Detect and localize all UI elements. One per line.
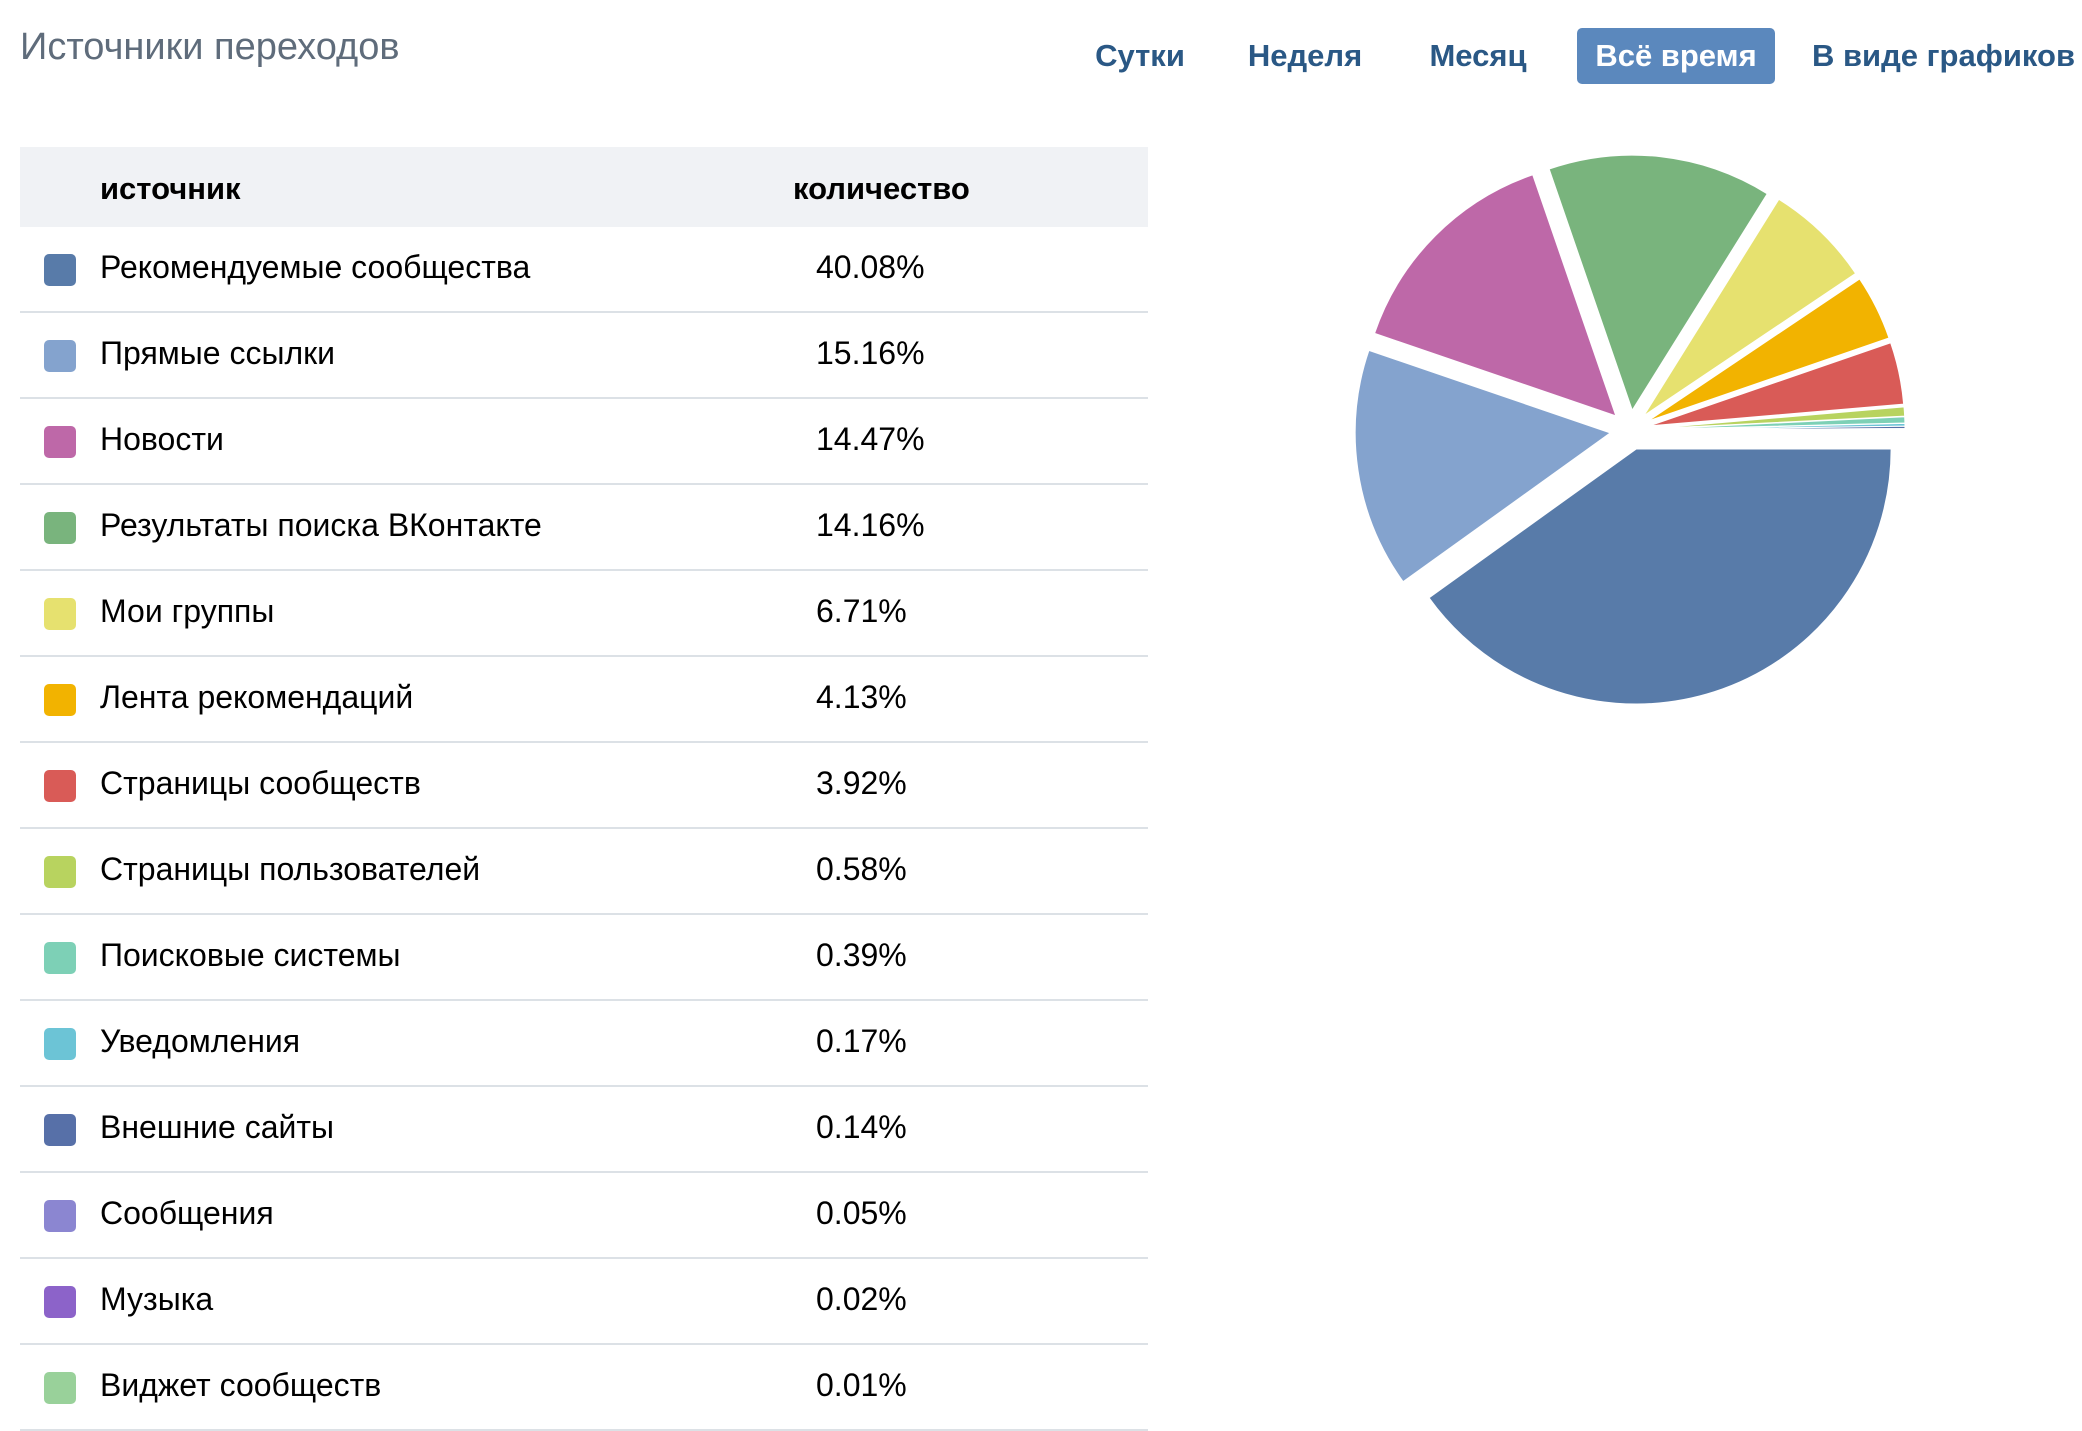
table-row: Уведомления 0.17% (20, 1001, 1148, 1087)
legend-swatch (44, 340, 76, 372)
legend-swatch (44, 684, 76, 716)
table-row: Новости 14.47% (20, 399, 1148, 485)
source-label: Страницы сообществ (100, 765, 421, 802)
source-label: Уведомления (100, 1023, 300, 1060)
source-label: Прямые ссылки (100, 335, 335, 372)
source-label: Мои группы (100, 593, 274, 630)
page-title: Источники переходов (20, 26, 400, 69)
pie-chart (1300, 130, 1950, 780)
legend-swatch (44, 856, 76, 888)
table-row: Поисковые системы 0.39% (20, 915, 1148, 1001)
table-row: Сообщения 0.05% (20, 1173, 1148, 1259)
legend-swatch (44, 1286, 76, 1318)
source-value: 0.17% (816, 1023, 907, 1060)
legend-swatch (44, 1028, 76, 1060)
source-value: 6.71% (816, 593, 907, 630)
source-label: Страницы пользователей (100, 851, 480, 888)
source-label: Новости (100, 421, 224, 458)
tab-week[interactable]: Неделя (1235, 28, 1375, 84)
source-value: 14.16% (816, 507, 925, 544)
sources-table: источник количество Рекомендуемые сообще… (20, 147, 1148, 1431)
table-row: Музыка 0.02% (20, 1259, 1148, 1345)
column-header-source: источник (100, 171, 241, 207)
source-value: 15.16% (816, 335, 925, 372)
legend-swatch (44, 598, 76, 630)
source-label: Поисковые системы (100, 937, 400, 974)
table-row: Страницы сообществ 3.92% (20, 743, 1148, 829)
source-label: Виджет сообществ (100, 1367, 381, 1404)
table-row: Рекомендуемые сообщества 40.08% (20, 227, 1148, 313)
legend-swatch (44, 770, 76, 802)
source-value: 0.01% (816, 1367, 907, 1404)
source-label: Рекомендуемые сообщества (100, 249, 530, 286)
source-label: Лента рекомендаций (100, 679, 413, 716)
legend-swatch (44, 942, 76, 974)
source-value: 0.02% (816, 1281, 907, 1318)
table-row: Прямые ссылки 15.16% (20, 313, 1148, 399)
source-value: 0.39% (816, 937, 907, 974)
column-header-count: количество (793, 171, 970, 207)
legend-swatch (44, 1200, 76, 1232)
table-row: Результаты поиска ВКонтакте 14.16% (20, 485, 1148, 571)
table-row: Внешние сайты 0.14% (20, 1087, 1148, 1173)
table-body: Рекомендуемые сообщества 40.08% Прямые ссы… (20, 227, 1148, 1431)
table-row: Лента рекомендаций 4.13% (20, 657, 1148, 743)
legend-swatch (44, 254, 76, 286)
tab-month[interactable]: Месяц (1408, 28, 1548, 84)
source-value: 0.58% (816, 851, 907, 888)
tab-day[interactable]: Сутки (1075, 28, 1205, 84)
source-value: 3.92% (816, 765, 907, 802)
source-label: Внешние сайты (100, 1109, 334, 1146)
table-header: источник количество (20, 147, 1148, 227)
source-value: 40.08% (816, 249, 925, 286)
tab-as-charts[interactable]: В виде графиков (1812, 28, 2067, 84)
source-label: Сообщения (100, 1195, 274, 1232)
source-value: 0.14% (816, 1109, 907, 1146)
legend-swatch (44, 1372, 76, 1404)
source-value: 4.13% (816, 679, 907, 716)
source-label: Музыка (100, 1281, 213, 1318)
table-row: Мои группы 6.71% (20, 571, 1148, 657)
source-label: Результаты поиска ВКонтакте (100, 507, 542, 544)
table-row: Виджет сообществ 0.01% (20, 1345, 1148, 1431)
legend-swatch (44, 1114, 76, 1146)
tab-all-time[interactable]: Всё время (1577, 28, 1775, 84)
source-value: 0.05% (816, 1195, 907, 1232)
table-row: Страницы пользователей 0.58% (20, 829, 1148, 915)
source-value: 14.47% (816, 421, 925, 458)
legend-swatch (44, 426, 76, 458)
legend-swatch (44, 512, 76, 544)
pie-chart-svg (1300, 130, 1950, 780)
